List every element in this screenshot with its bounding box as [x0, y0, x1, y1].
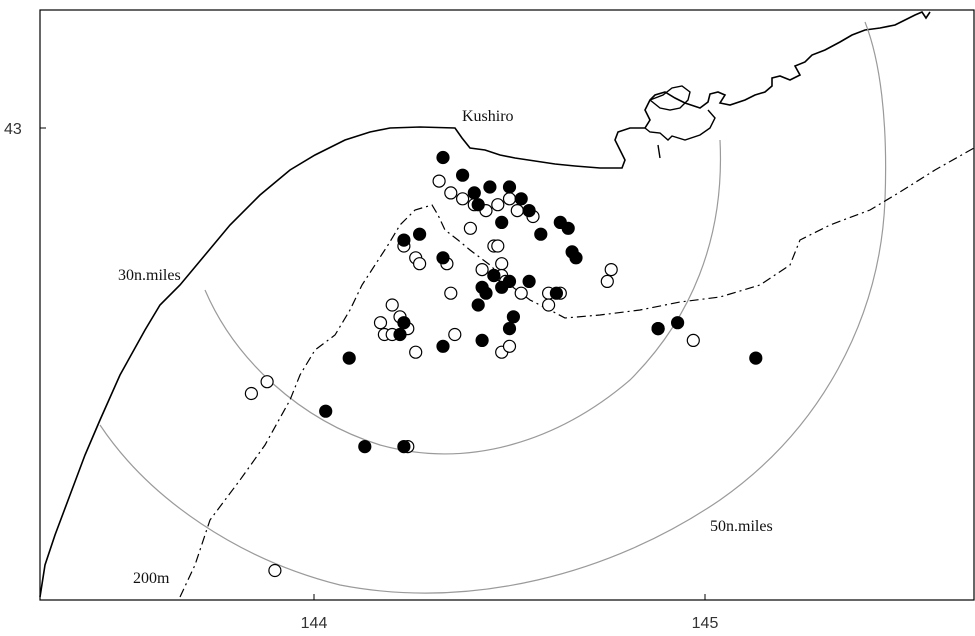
open-survey-point: [491, 198, 505, 212]
filled-survey-point: [471, 198, 485, 212]
filled-survey-point: [522, 204, 536, 218]
open-survey-point: [448, 327, 462, 342]
filled-survey-point: [397, 233, 411, 247]
open-survey-point: [686, 333, 700, 347]
city-label: Kushiro: [462, 108, 514, 125]
filled-survey-point: [506, 310, 521, 324]
open-survey-point: [244, 386, 258, 401]
filled-survey-point: [651, 322, 665, 336]
open-survey-point: [413, 257, 427, 271]
filled-survey-point: [534, 227, 548, 241]
depth-contour-200m: [179, 147, 975, 598]
filled-survey-point: [475, 333, 489, 347]
range-ring-30nm: [204, 139, 722, 455]
y-tick-label-43: 43: [4, 121, 22, 138]
filled-survey-point: [502, 274, 517, 288]
filled-survey-point: [479, 286, 493, 300]
filled-survey-point: [436, 251, 450, 265]
open-survey-point: [432, 174, 446, 188]
filled-survey-point: [569, 251, 583, 265]
bay-peninsula: [649, 85, 691, 111]
filled-survey-point: [393, 327, 407, 342]
filled-survey-point: [319, 404, 333, 418]
open-survey-point: [502, 339, 517, 353]
filled-survey-point: [522, 274, 536, 288]
filled-survey-point: [502, 322, 517, 336]
filled-survey-point: [495, 215, 509, 229]
open-survey-point: [604, 263, 618, 277]
filled-survey-point: [413, 227, 427, 241]
open-survey-point: [268, 563, 282, 578]
ring-label-50nm: 50n.miles: [710, 518, 773, 535]
open-survey-point: [495, 257, 509, 271]
bay-shore: [644, 109, 716, 159]
open-survey-point: [444, 286, 458, 300]
range-ring-50nm: [99, 21, 887, 594]
filled-survey-point: [483, 180, 497, 194]
open-survey-point: [409, 345, 423, 359]
filled-survey-point: [436, 150, 450, 165]
open-survey-point: [463, 221, 477, 235]
filled-survey-point: [358, 440, 372, 454]
filled-survey-point: [456, 168, 470, 182]
filled-survey-point: [487, 268, 501, 283]
open-survey-point: [510, 204, 524, 218]
open-survey-point: [475, 263, 489, 277]
filled-survey-point: [514, 192, 528, 206]
open-survey-point: [385, 298, 399, 312]
filled-survey-point: [561, 221, 575, 235]
open-survey-point: [514, 286, 528, 300]
filled-survey-point: [549, 286, 564, 300]
filled-markers: [319, 150, 763, 454]
ring-label-30nm: 30n.miles: [118, 267, 181, 284]
filled-survey-point: [502, 180, 517, 194]
filled-survey-point: [397, 440, 411, 454]
filled-survey-point: [467, 186, 481, 200]
open-survey-point: [600, 274, 614, 288]
depth-label-200m: 200m: [133, 570, 170, 587]
open-survey-point: [456, 192, 470, 206]
plot-frame: [39, 9, 975, 601]
open-survey-point: [373, 316, 388, 330]
filled-survey-point: [397, 316, 411, 330]
filled-survey-point: [342, 351, 356, 365]
filled-survey-point: [471, 298, 485, 312]
coastline: [39, 11, 931, 598]
open-survey-point: [260, 375, 274, 389]
x-tick-label-144: 144: [301, 615, 328, 632]
open-survey-point: [444, 186, 458, 200]
open-survey-point: [491, 239, 505, 253]
open-survey-point: [502, 192, 517, 206]
filled-survey-point: [749, 351, 763, 365]
filled-survey-point: [670, 316, 685, 330]
open-survey-point: [541, 298, 556, 312]
x-tick-label-145: 145: [692, 615, 719, 632]
filled-survey-point: [436, 339, 450, 353]
